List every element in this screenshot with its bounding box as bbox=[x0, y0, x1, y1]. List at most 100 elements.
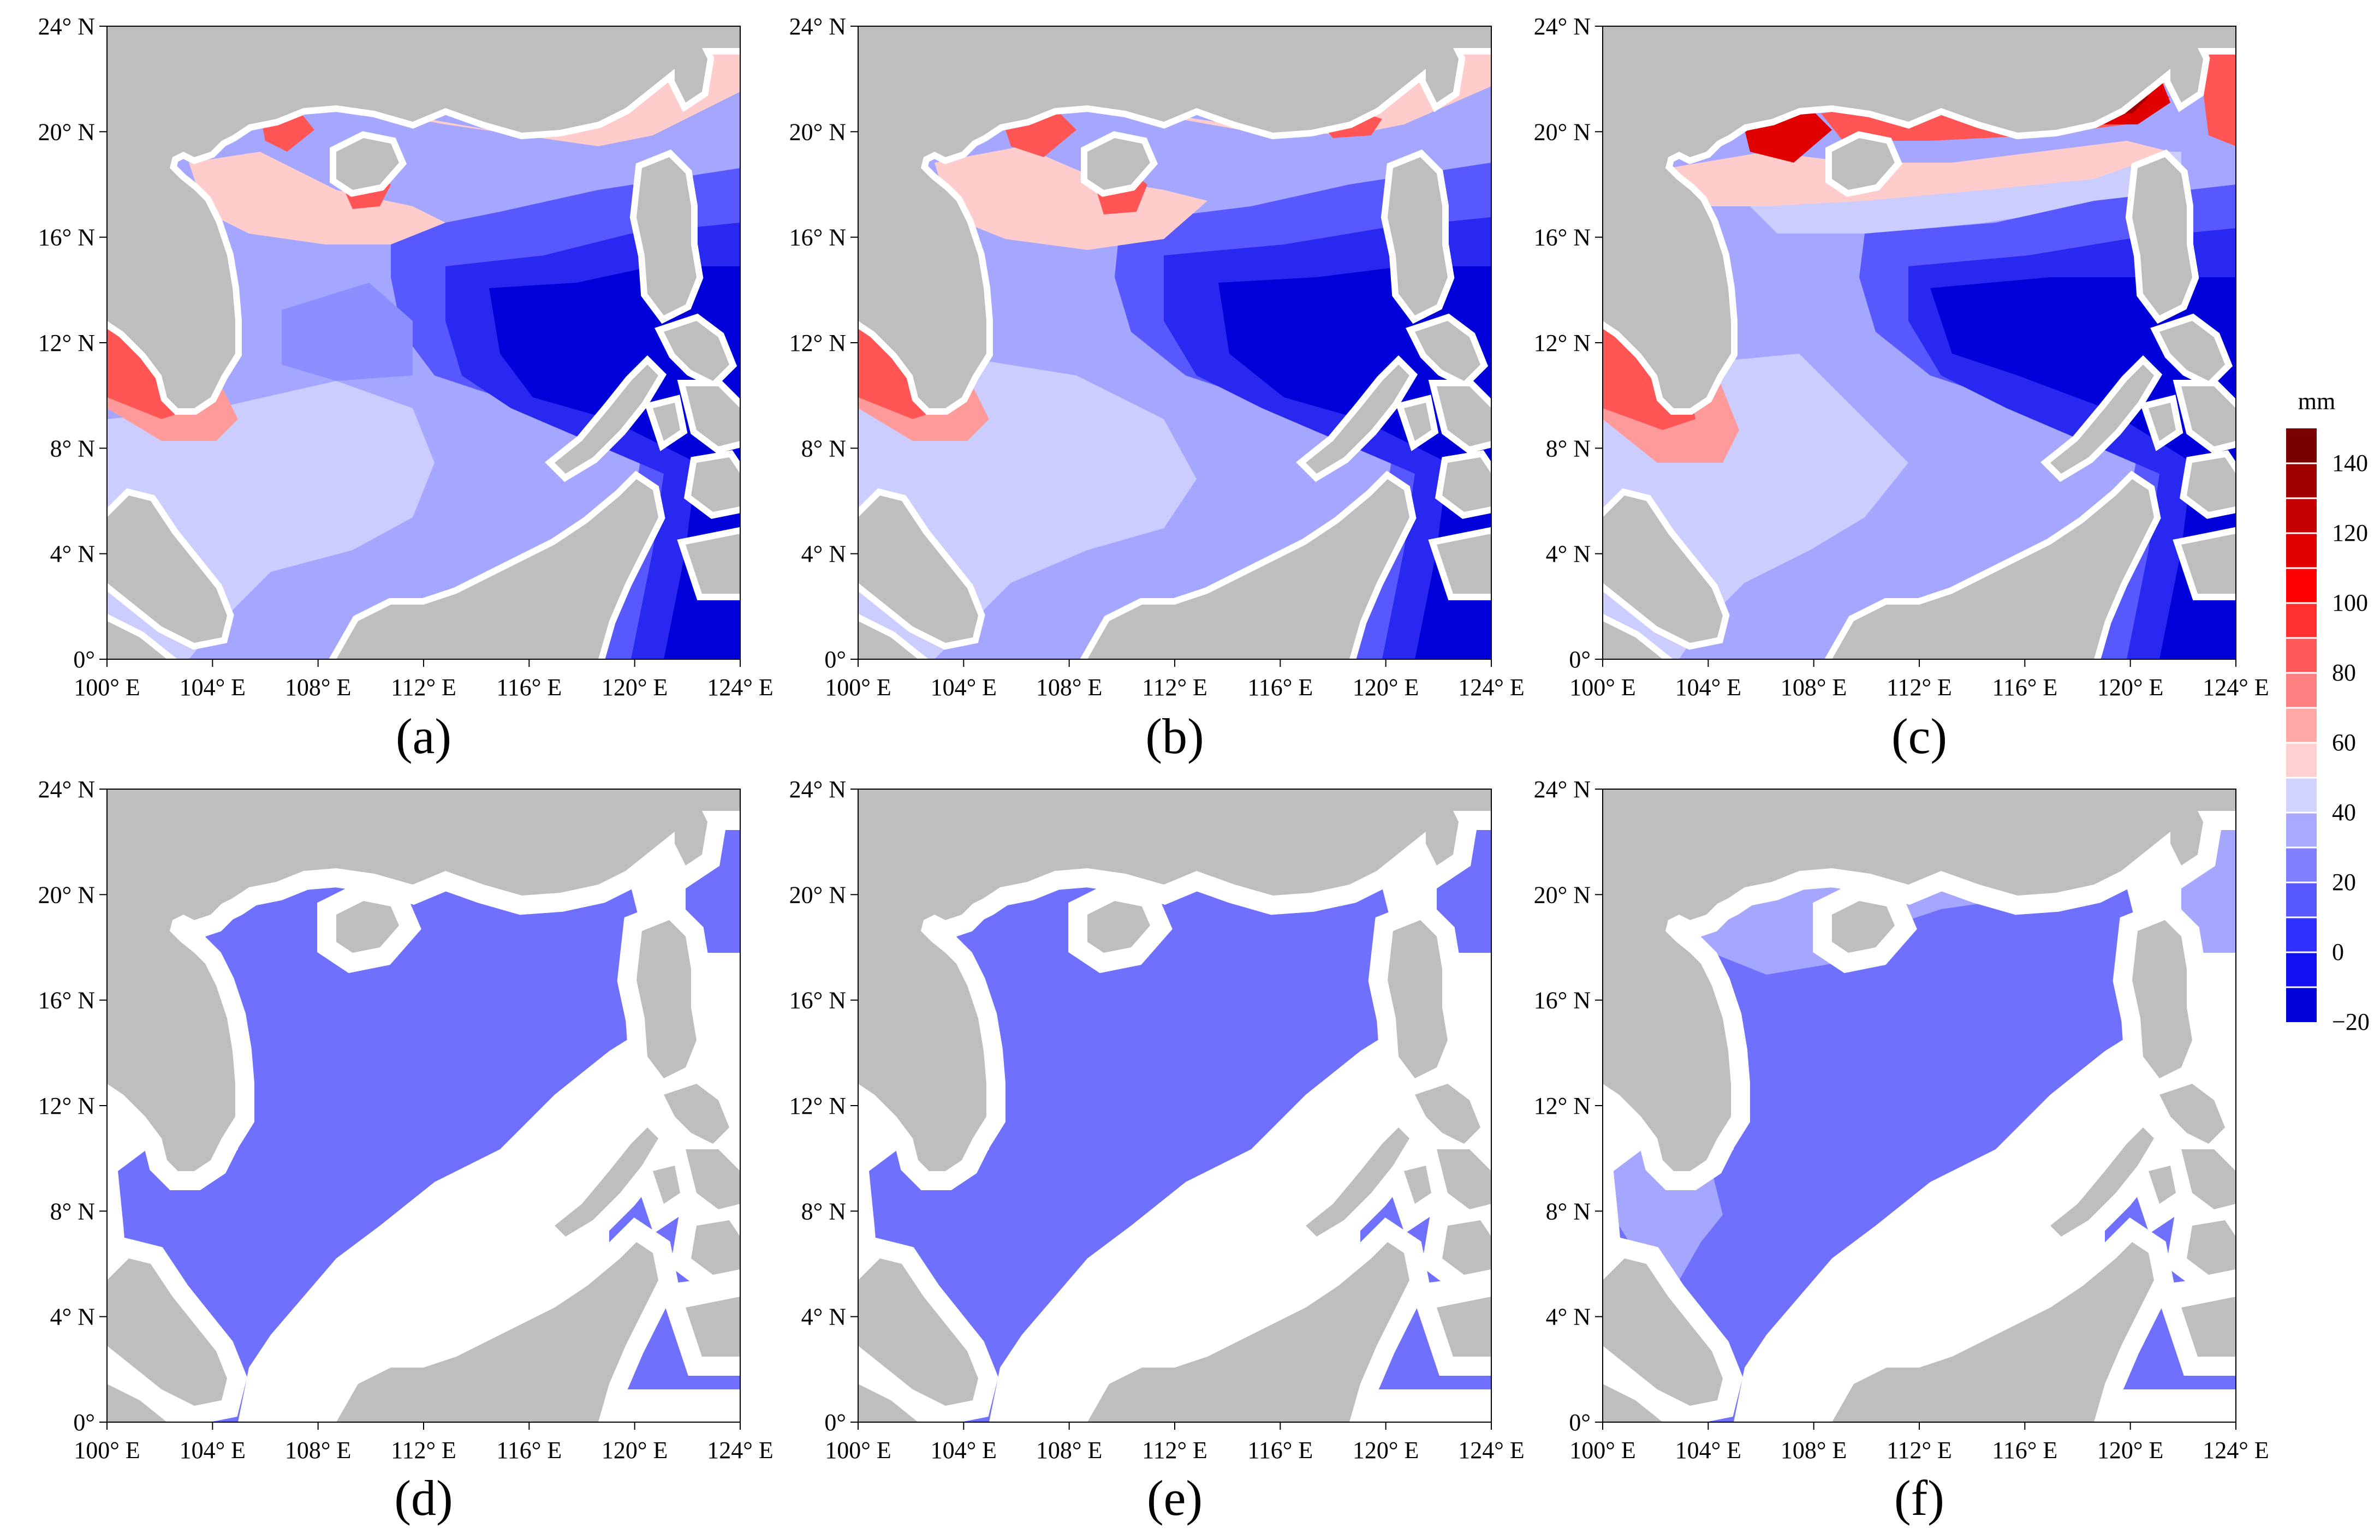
light-pink-zone bbox=[935, 146, 1207, 250]
y-tick-label: 16° N bbox=[1534, 987, 1591, 1014]
uniform-blue-zone bbox=[1614, 822, 2170, 1422]
x-tick-label: 120° E bbox=[2097, 1437, 2163, 1464]
x-tick-label: 116° E bbox=[1247, 1437, 1313, 1464]
x-tick-label: 124° E bbox=[707, 674, 773, 701]
y-tick-label: 4° N bbox=[801, 541, 846, 568]
y-tick-label: 8° N bbox=[50, 1198, 95, 1225]
x-tick-label: 120° E bbox=[2097, 674, 2163, 701]
colorbar-tick-label: 20 bbox=[2332, 869, 2356, 896]
y-tick-label: 0° bbox=[1569, 1409, 1591, 1436]
colorbar: mm 140 120 100 80 60 40 20 0 −20 bbox=[2286, 388, 2370, 1035]
x-tick-label: 108° E bbox=[1781, 674, 1847, 701]
y-tick-label: 12° N bbox=[789, 1093, 846, 1119]
deepest-blue-zone bbox=[1218, 266, 1491, 659]
colorbar-swatch bbox=[2286, 603, 2317, 638]
x-tick-label: 116° E bbox=[1992, 674, 2057, 701]
y-tick-label: 8° N bbox=[1546, 435, 1591, 462]
y-tick-label: 24° N bbox=[1534, 13, 1591, 40]
colorbar-tick-label: 0 bbox=[2332, 939, 2344, 965]
x-tick-label: 116° E bbox=[496, 674, 562, 701]
x-tick-label: 108° E bbox=[1036, 674, 1102, 701]
panel-f bbox=[1602, 789, 2236, 1423]
x-tick-label: 104° E bbox=[931, 1437, 997, 1464]
y-tick-label: 12° N bbox=[1534, 330, 1591, 356]
y-tick-label: 20° N bbox=[1534, 118, 1591, 145]
colorbar-swatch bbox=[2286, 498, 2317, 533]
x-tick-label: 124° E bbox=[2203, 674, 2269, 701]
y-tick-label: 20° N bbox=[38, 881, 95, 908]
panel-a bbox=[106, 26, 741, 660]
x-tick-label: 124° E bbox=[707, 1437, 773, 1464]
y-tick-label: 16° N bbox=[1534, 224, 1591, 251]
y-tick-label: 12° N bbox=[38, 330, 95, 356]
y-tick-label: 0° bbox=[73, 646, 95, 673]
colorbar-tick-label: 120 bbox=[2332, 520, 2368, 546]
y-tick-label: 12° N bbox=[789, 330, 846, 356]
x-tick-label: 108° E bbox=[285, 674, 351, 701]
colorbar-swatch bbox=[2286, 463, 2317, 498]
colorbar-swatch bbox=[2286, 813, 2317, 847]
y-tick-label: 0° bbox=[1569, 646, 1591, 673]
y-tick-label: 0° bbox=[824, 646, 846, 673]
y-tick-label: 0° bbox=[73, 1409, 95, 1436]
x-tick-label: 112° E bbox=[391, 674, 456, 701]
panel-c bbox=[1602, 26, 2236, 660]
x-tick-label: 120° E bbox=[602, 674, 668, 701]
x-tick-label: 120° E bbox=[1353, 674, 1419, 701]
panel-d bbox=[106, 789, 741, 1423]
colorbar-tick-label: −20 bbox=[2332, 1008, 2370, 1035]
y-tick-label: 0° bbox=[824, 1409, 846, 1436]
uniform-blue-zone bbox=[869, 822, 1426, 1422]
panel-label-c: (c) bbox=[1891, 708, 1947, 764]
x-tick-label: 104° E bbox=[931, 674, 997, 701]
y-tick-label: 8° N bbox=[801, 435, 846, 462]
panel-label-b: (b) bbox=[1145, 708, 1204, 764]
x-tick-label: 116° E bbox=[1992, 1437, 2057, 1464]
x-tick-label: 108° E bbox=[1781, 1437, 1847, 1464]
colorbar-swatch bbox=[2286, 428, 2317, 463]
colorbar-tick-label: 60 bbox=[2332, 729, 2356, 756]
x-tick-label: 104° E bbox=[1675, 674, 1741, 701]
x-tick-label: 120° E bbox=[1353, 1437, 1419, 1464]
colorbar-tick-label: 40 bbox=[2332, 799, 2356, 826]
x-tick-label: 100° E bbox=[74, 1437, 140, 1464]
y-tick-label: 8° N bbox=[801, 1198, 846, 1225]
x-tick-label: 100° E bbox=[825, 1437, 891, 1464]
x-tick-label: 104° E bbox=[180, 1437, 246, 1464]
x-tick-label: 124° E bbox=[1458, 674, 1524, 701]
y-tick-label: 4° N bbox=[50, 541, 95, 568]
x-tick-label: 124° E bbox=[1458, 1437, 1524, 1464]
mid-blue-zone bbox=[282, 283, 413, 381]
x-tick-label: 108° E bbox=[285, 1437, 351, 1464]
colorbar-swatch bbox=[2286, 778, 2317, 813]
red-east-edge bbox=[2203, 26, 2236, 146]
pink-coastal-zone bbox=[162, 48, 740, 163]
x-tick-label: 112° E bbox=[1887, 674, 1952, 701]
y-tick-label: 20° N bbox=[789, 881, 846, 908]
x-tick-label: 100° E bbox=[74, 674, 140, 701]
x-tick-label: 116° E bbox=[1247, 674, 1313, 701]
axes: 100° E 104° E 108° E 112° E 116° E 120° E 124°… bbox=[38, 13, 2269, 1464]
y-tick-label: 4° N bbox=[50, 1304, 95, 1330]
y-tick-label: 16° N bbox=[38, 224, 95, 251]
x-tick-label: 112° E bbox=[1887, 1437, 1952, 1464]
panel-label-d: (d) bbox=[394, 1470, 453, 1526]
y-tick-label: 24° N bbox=[38, 13, 95, 40]
colorbar-unit: mm bbox=[2298, 388, 2335, 415]
uniform-blue-zone bbox=[118, 822, 675, 1422]
x-tick-label: 120° E bbox=[602, 1437, 668, 1464]
colorbar-swatch bbox=[2286, 638, 2317, 673]
x-tick-label: 104° E bbox=[1675, 1437, 1741, 1464]
y-tick-label: 20° N bbox=[38, 118, 95, 145]
panel-label-a: (a) bbox=[396, 708, 451, 764]
x-tick-label: 104° E bbox=[180, 674, 246, 701]
x-tick-label: 112° E bbox=[1142, 674, 1207, 701]
y-tick-label: 4° N bbox=[1546, 541, 1591, 568]
y-tick-label: 24° N bbox=[789, 776, 846, 803]
colorbar-swatch bbox=[2286, 917, 2317, 952]
y-tick-label: 12° N bbox=[38, 1093, 95, 1119]
colorbar-swatch bbox=[2286, 743, 2317, 778]
panel-e bbox=[858, 789, 1492, 1423]
x-tick-label: 112° E bbox=[391, 1437, 456, 1464]
colorbar-tick-label: 100 bbox=[2332, 589, 2368, 616]
